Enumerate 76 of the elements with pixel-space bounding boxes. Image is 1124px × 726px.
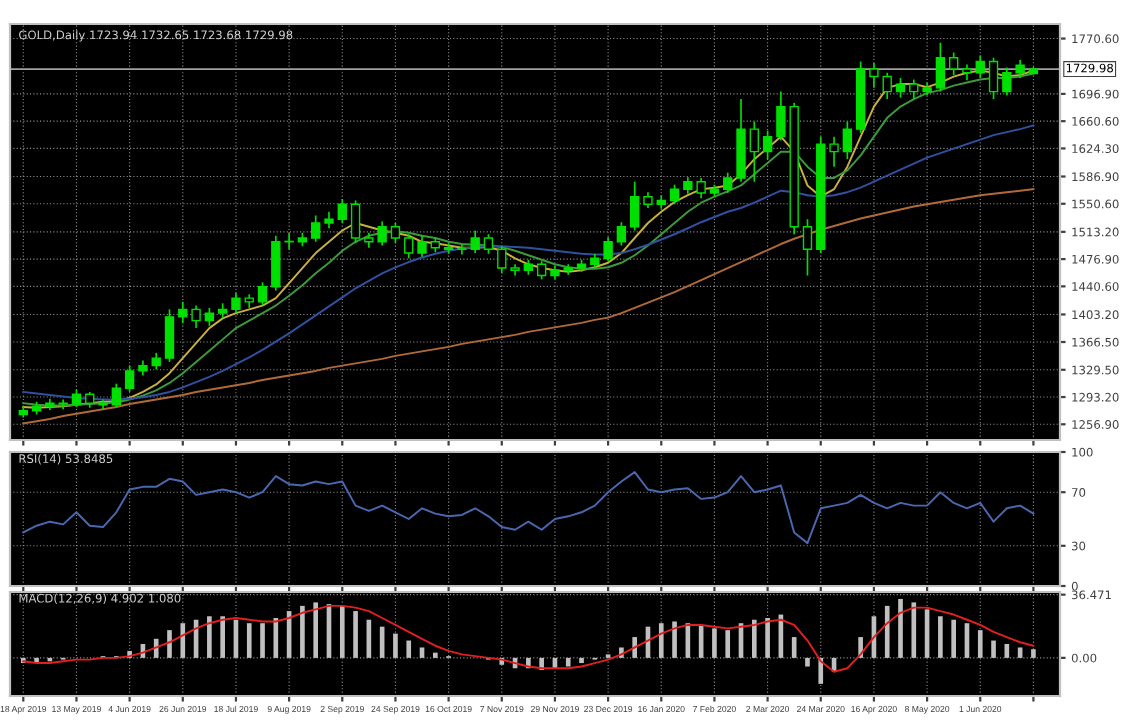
bar <box>419 647 425 658</box>
candlestick <box>630 180 640 232</box>
bar <box>672 621 677 658</box>
candlestick <box>762 129 773 160</box>
bar <box>246 623 252 658</box>
bar <box>765 618 770 658</box>
bar <box>898 598 903 658</box>
bar <box>180 623 186 658</box>
candlestick <box>802 218 813 277</box>
candlestick <box>257 281 268 307</box>
bar <box>353 611 358 658</box>
bar <box>339 605 345 658</box>
candlestick <box>350 199 361 245</box>
bar <box>751 619 757 658</box>
bar <box>884 605 890 658</box>
bar <box>938 616 943 658</box>
candlestick <box>204 307 215 327</box>
candlestick <box>404 233 414 260</box>
candlestick <box>124 364 135 393</box>
bar <box>432 652 438 658</box>
candlestick <box>909 78 919 100</box>
candlestick <box>417 234 427 258</box>
bar <box>725 630 731 658</box>
bar <box>565 657 571 667</box>
bar <box>207 616 212 658</box>
bar <box>300 605 305 658</box>
candlestick <box>869 62 879 89</box>
candlestick <box>483 233 494 255</box>
candlestick <box>390 222 401 245</box>
bar <box>167 630 172 658</box>
candlestick <box>842 120 853 160</box>
candlestick <box>311 214 321 243</box>
candlestick <box>935 41 946 93</box>
candlestick <box>882 71 892 100</box>
candlestick <box>470 229 480 254</box>
candlestick <box>231 291 241 314</box>
line-series <box>22 188 1035 425</box>
candlestick <box>988 56 999 100</box>
line-series <box>22 471 1035 545</box>
bar <box>991 640 996 658</box>
candlestick <box>178 300 188 324</box>
candlestick <box>164 308 175 363</box>
candlestick <box>669 183 680 206</box>
bar <box>1017 647 1023 658</box>
candlestick <box>948 51 959 76</box>
candlestick <box>497 245 507 275</box>
bar <box>791 637 797 658</box>
bar <box>977 630 983 658</box>
bar <box>911 602 917 658</box>
candlestick <box>191 304 201 329</box>
bar <box>273 618 279 658</box>
bar <box>658 623 664 658</box>
bar <box>712 628 717 658</box>
bar <box>1031 649 1036 658</box>
bar <box>260 623 265 658</box>
bar <box>579 657 584 664</box>
bar <box>818 657 824 684</box>
candlestick <box>457 243 467 256</box>
candlestick <box>895 77 906 99</box>
candlestick <box>749 120 759 183</box>
bar <box>220 616 225 658</box>
candlestick <box>536 260 547 281</box>
candlestick <box>829 135 839 168</box>
candlestick <box>111 382 122 408</box>
bar <box>153 638 159 658</box>
candlestick <box>337 198 347 224</box>
candlestick <box>603 236 613 263</box>
candlestick <box>723 171 733 194</box>
bar <box>313 602 319 658</box>
bar <box>951 619 956 658</box>
bar <box>393 633 398 658</box>
bar <box>406 640 412 658</box>
candlestick <box>975 54 985 79</box>
bar <box>805 657 810 667</box>
candlestick <box>616 221 627 247</box>
line-series <box>22 604 1035 673</box>
